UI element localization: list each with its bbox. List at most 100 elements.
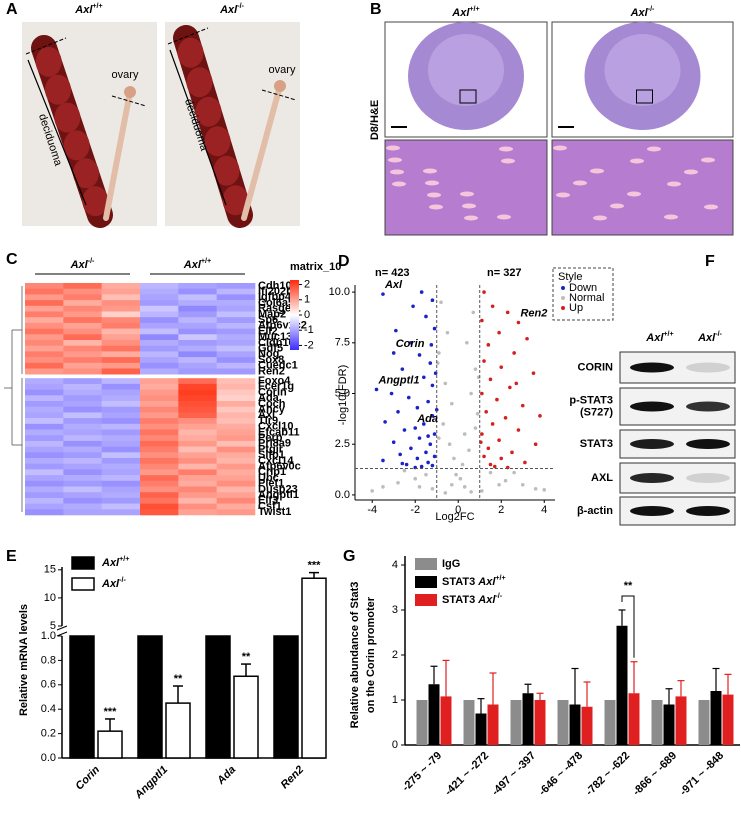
heatmap-cell: [101, 503, 141, 510]
gene-label: Prl8a9: [258, 438, 291, 450]
bar: [534, 700, 546, 745]
heatmap-cell: [25, 503, 64, 510]
vessel: [429, 204, 443, 210]
bar: [616, 625, 628, 745]
point: [389, 391, 394, 396]
heatmap-cell: [25, 305, 64, 312]
bar: [628, 693, 640, 745]
point: [415, 405, 420, 410]
bar: [428, 684, 440, 745]
heatmap-cell: [178, 305, 217, 312]
legend-swatch: [415, 558, 437, 570]
point: [542, 488, 547, 492]
deciduoma-bulge: [54, 102, 81, 133]
heatmap-cell: [101, 486, 141, 493]
heatmap-cell: [25, 492, 64, 499]
y-axis-title: Relative abundance of Stat3: [349, 582, 361, 729]
heatmap-cell: [63, 492, 102, 499]
band: [686, 506, 730, 516]
point: [497, 482, 501, 487]
heatmap-cell: [216, 452, 256, 459]
heatmap-cell: [101, 288, 141, 295]
point: [422, 375, 426, 380]
point: [458, 476, 463, 481]
heatmap-cell: [216, 322, 256, 329]
text-part: +/+: [92, 2, 102, 10]
heatmap-cell: [63, 389, 102, 396]
point: [419, 290, 424, 294]
heatmap-cell: [101, 395, 141, 402]
heatmap-cell: [140, 283, 179, 289]
colorbar-tick-label: 0: [304, 309, 310, 321]
tissue-core: [428, 34, 504, 106]
point: [512, 351, 516, 355]
heatmap-cell: [178, 469, 217, 476]
x-tick-label: -2: [410, 504, 420, 516]
point: [469, 490, 473, 494]
point: [402, 468, 407, 473]
point: [533, 487, 538, 491]
heatmap-cell: [216, 418, 256, 425]
text-part: -/-: [648, 5, 655, 13]
y-axis-title: on the Corin promoter: [365, 596, 377, 713]
point: [426, 399, 430, 404]
heatmap-cell: [63, 368, 102, 375]
point: [394, 328, 398, 333]
heatmap-cell: [178, 475, 217, 482]
point: [430, 414, 435, 418]
heatmap-cell: [216, 340, 256, 346]
deciduoma-bulge: [177, 37, 204, 68]
bar: [137, 635, 163, 759]
text-part: -/-: [119, 576, 126, 584]
point: [429, 343, 434, 347]
heatmap-cell: [101, 452, 141, 459]
heatmap-cell: [216, 446, 256, 453]
bar: [581, 706, 593, 745]
panel-label: C: [6, 251, 18, 268]
heatmap-cell: [25, 345, 64, 352]
ovary: [274, 80, 286, 92]
text-part: +/+: [119, 555, 129, 563]
heatmap-cell: [25, 486, 64, 493]
heatmap-cell: [25, 283, 64, 289]
group-label: Axl-/-: [70, 257, 95, 271]
heatmap-cell: [178, 311, 217, 318]
heatmap-cell: [101, 509, 141, 516]
point: [482, 290, 486, 294]
point: [381, 485, 385, 489]
vessel: [630, 158, 644, 164]
heatmap-cell: [178, 368, 217, 375]
gene-label: Nog: [258, 348, 279, 360]
heatmap-cell: [216, 497, 256, 504]
heatmap-cell: [25, 389, 64, 396]
blot-label: (S727): [580, 406, 613, 418]
heatmap-cell: [216, 368, 256, 375]
point: [523, 460, 527, 465]
bar: [675, 696, 687, 745]
heatmap-cell: [63, 357, 102, 364]
he-zoom: [551, 139, 734, 236]
heatmap-cell: [63, 406, 102, 413]
heatmap-cell: [101, 334, 141, 341]
photo-title: Axl+/+: [74, 2, 102, 16]
heatmap-cell: [178, 322, 217, 329]
y-tick-label: 7.5: [335, 337, 350, 349]
heatmap-cell: [63, 340, 102, 346]
text-part: +/+: [663, 330, 673, 338]
heatmap-cell: [216, 423, 256, 430]
heatmap-cell: [178, 429, 217, 436]
point: [428, 442, 433, 447]
vessel: [627, 191, 641, 197]
bar: [475, 713, 487, 745]
heatmap-cell: [216, 362, 256, 369]
heatmap-cell: [140, 446, 179, 453]
heatmap-cell: [216, 294, 256, 301]
panel-label: A: [6, 1, 18, 18]
point: [508, 385, 512, 390]
heatmap-cell: [216, 406, 256, 413]
heatmap-cell: [25, 480, 64, 487]
heatmap-cell: [216, 401, 256, 407]
point: [516, 428, 521, 432]
bar: [698, 700, 710, 745]
text-part: Axl: [630, 7, 649, 19]
